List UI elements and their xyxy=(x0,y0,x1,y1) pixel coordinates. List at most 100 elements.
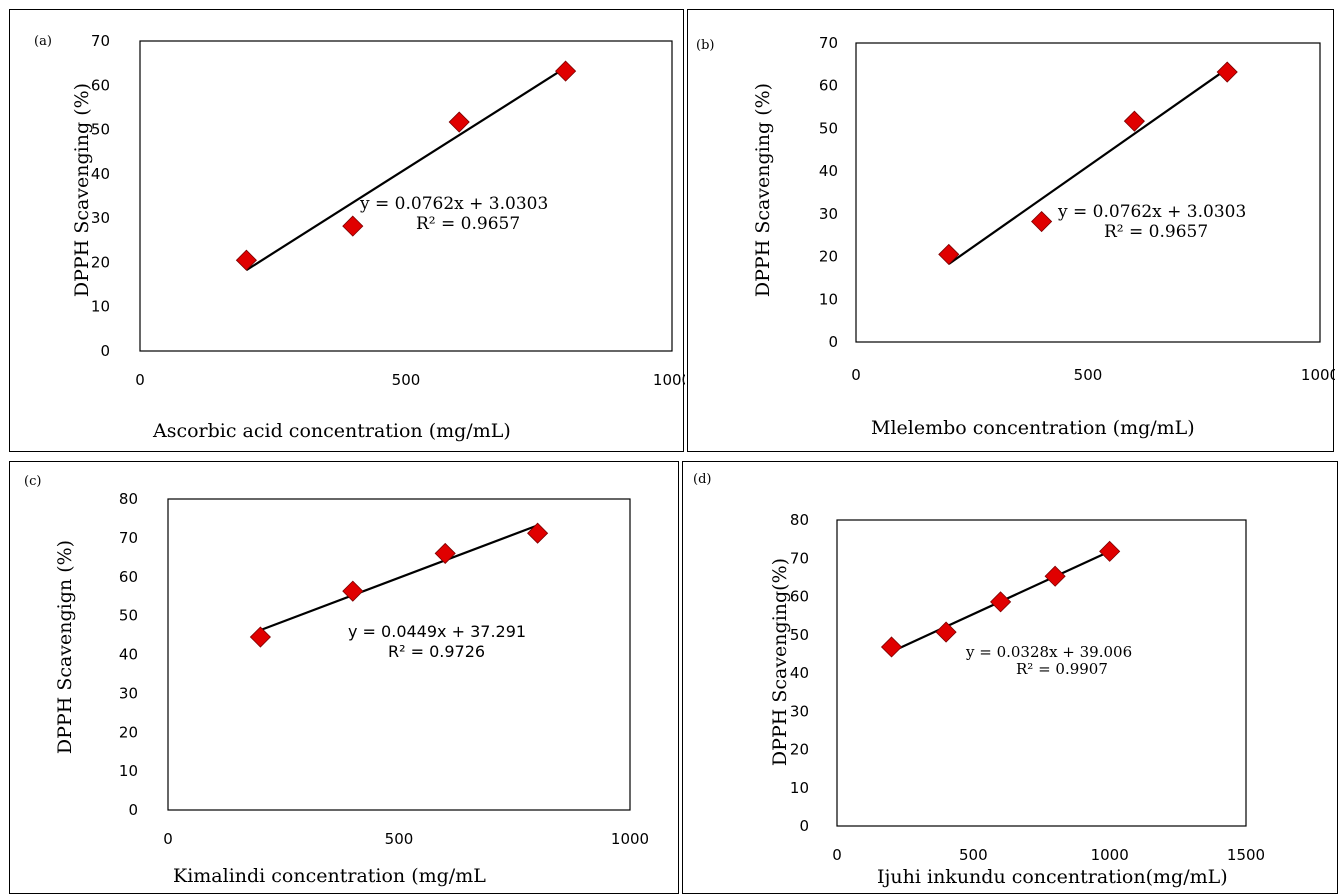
x-tick-label-a: 500 xyxy=(392,371,421,389)
data-point-a xyxy=(342,215,364,237)
x-tick-label-d: 1000 xyxy=(1091,846,1129,864)
data-point-c xyxy=(249,626,271,648)
data-point-d xyxy=(1044,565,1066,587)
data-point-b xyxy=(1216,61,1238,83)
y-tick-label-c: 10 xyxy=(119,762,138,780)
r-squared-text-c: R² = 0.9726 xyxy=(388,642,486,661)
y-tick-label-d: 20 xyxy=(790,741,809,759)
y-tick-label-b: 50 xyxy=(819,119,838,137)
plot-svg-b: 0 10 20 30 40 50 60 70 0 500 1000 xyxy=(819,34,1335,384)
y-tick-label-b: 20 xyxy=(819,248,838,266)
y-tick-label-c: 30 xyxy=(119,684,138,702)
y-tick-label-b: 60 xyxy=(819,77,838,95)
y-tick-label-d: 60 xyxy=(790,588,809,606)
x-tick-label-c: 1000 xyxy=(611,830,649,848)
trendline-b xyxy=(948,67,1228,265)
y-tick-label-d: 70 xyxy=(790,549,809,567)
plot-area-b xyxy=(855,42,1321,343)
r-squared-text-a: R² = 0.9657 xyxy=(416,214,521,234)
equation-text-d: y = 0.0328x + 39.006 xyxy=(966,643,1133,661)
data-point-a xyxy=(555,60,577,82)
trendline-equation-c: y = 0.0449x + 37.291 R² = 0.9726 xyxy=(348,622,526,662)
y-tick-label-d: 40 xyxy=(790,664,809,682)
y-tick-label-a: 60 xyxy=(91,76,110,94)
y-tick-label-c: 50 xyxy=(119,607,138,625)
y-tick-label-c: 20 xyxy=(119,723,138,741)
x-tick-label-b: 0 xyxy=(851,366,861,384)
x-tick-label-b: 500 xyxy=(1074,366,1103,384)
y-tick-label-a: 70 xyxy=(91,32,110,50)
data-point-a xyxy=(448,111,470,133)
chart-panel-d: 0 10 20 30 40 50 60 70 80 0 500 1000 1500 (d) DPPH S… xyxy=(682,461,1338,894)
x-axis-label-b: Mlelembo concentration (mg/mL) xyxy=(871,417,1195,439)
y-tick-label-b: 40 xyxy=(819,162,838,180)
y-tick-label-a: 50 xyxy=(91,121,110,139)
trendline-equation-a: y = 0.0762x + 3.0303 R² = 0.9657 xyxy=(360,194,548,234)
data-point-d xyxy=(935,621,957,643)
data-point-b xyxy=(1123,110,1145,132)
y-tick-label-c: 70 xyxy=(119,529,138,547)
equation-text-b: y = 0.0762x + 3.0303 xyxy=(1058,202,1247,222)
x-tick-label-d: 500 xyxy=(959,846,988,864)
y-axis-label-d: DPPH Scavenging(%) xyxy=(769,557,791,767)
data-point-b xyxy=(938,243,960,266)
y-tick-label-d: 50 xyxy=(790,626,809,644)
panel-label-c: (c) xyxy=(24,474,42,489)
y-axis-label-c: DPPH Scavengign (%) xyxy=(54,539,76,755)
y-tick-label-c: 40 xyxy=(119,646,138,664)
plot-svg-c: 0 10 20 30 40 50 60 70 80 0 500 1000 xyxy=(119,490,649,848)
x-tick-label-d: 1500 xyxy=(1227,846,1265,864)
y-tick-label-d: 80 xyxy=(790,511,809,529)
y-tick-label-d: 30 xyxy=(790,702,809,720)
panel-label-d: (d) xyxy=(693,472,712,487)
panel-label-a: (a) xyxy=(34,34,52,49)
y-tick-label-c: 80 xyxy=(119,490,138,508)
panel-label-b: (b) xyxy=(696,38,715,53)
x-tick-label-c: 500 xyxy=(385,830,414,848)
x-tick-label-c: 0 xyxy=(163,830,173,848)
y-tick-label-a: 40 xyxy=(91,165,110,183)
x-tick-label-a: 1000 xyxy=(653,371,685,389)
plot-area-a xyxy=(139,40,673,352)
r-squared-text-b: R² = 0.9657 xyxy=(1104,222,1209,242)
plot-svg-d: 0 10 20 30 40 50 60 70 80 0 500 1000 1500 xyxy=(790,511,1265,864)
y-tick-label-b: 10 xyxy=(819,290,838,308)
plot-area-c xyxy=(167,498,631,811)
x-axis-label-a: Ascorbic acid concentration (mg/mL) xyxy=(153,420,511,442)
plot-area-d xyxy=(836,519,1247,827)
x-tick-label-a: 0 xyxy=(135,371,145,389)
data-point-c xyxy=(527,522,549,544)
x-axis-label-c: Kimalindi concentration (mg/mL xyxy=(173,865,486,887)
y-axis-label-a: DPPH Scavenging (%) xyxy=(71,82,93,298)
data-point-d xyxy=(880,636,903,658)
plot-svg-a: 0 10 20 30 40 50 60 70 0 500 1000 xyxy=(91,32,685,389)
data-point-c xyxy=(342,580,364,602)
chart-panel-c: 0 10 20 30 40 50 60 70 80 0 500 1000 (c) DPPH Scave… xyxy=(9,461,679,894)
y-tick-label-a: 20 xyxy=(91,253,110,271)
y-tick-label-a: 10 xyxy=(91,298,110,316)
data-point-d xyxy=(1099,540,1121,562)
y-tick-label-b: 0 xyxy=(828,333,838,351)
trendline-equation-d: y = 0.0328x + 39.006 R² = 0.9907 xyxy=(966,644,1132,678)
y-tick-label-d: 0 xyxy=(799,817,809,835)
data-point-d xyxy=(990,591,1012,613)
data-point-b xyxy=(1031,210,1053,233)
y-tick-label-a: 0 xyxy=(100,342,110,360)
x-tick-label-b: 1000 xyxy=(1301,366,1335,384)
y-tick-label-c: 0 xyxy=(128,801,138,819)
x-tick-label-d: 0 xyxy=(832,846,842,864)
y-tick-label-c: 60 xyxy=(119,568,138,586)
data-point-a xyxy=(235,249,257,271)
chart-panel-b: 0 10 20 30 40 50 60 70 0 500 1000 (b) DPPH Scaveng… xyxy=(687,9,1335,452)
data-point-c xyxy=(434,542,456,564)
equation-text-a: y = 0.0762x + 3.0303 xyxy=(360,194,549,214)
trendline-equation-b: y = 0.0762x + 3.0303 R² = 0.9657 xyxy=(1058,202,1246,242)
y-tick-label-a: 30 xyxy=(91,209,110,227)
r-squared-text-d: R² = 0.9907 xyxy=(1016,660,1108,678)
y-tick-label-d: 10 xyxy=(790,779,809,797)
y-axis-label-b: DPPH Scavenging (%) xyxy=(752,82,774,298)
x-axis-label-d: Ijuhi inkundu concentration(mg/mL) xyxy=(877,866,1228,888)
trendline-c xyxy=(260,524,538,632)
y-tick-label-b: 30 xyxy=(819,205,838,223)
y-tick-label-b: 70 xyxy=(819,34,838,52)
